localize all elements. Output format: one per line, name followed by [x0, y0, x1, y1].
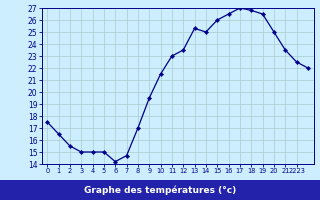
Text: Graphe des températures (°c): Graphe des températures (°c) [84, 185, 236, 195]
